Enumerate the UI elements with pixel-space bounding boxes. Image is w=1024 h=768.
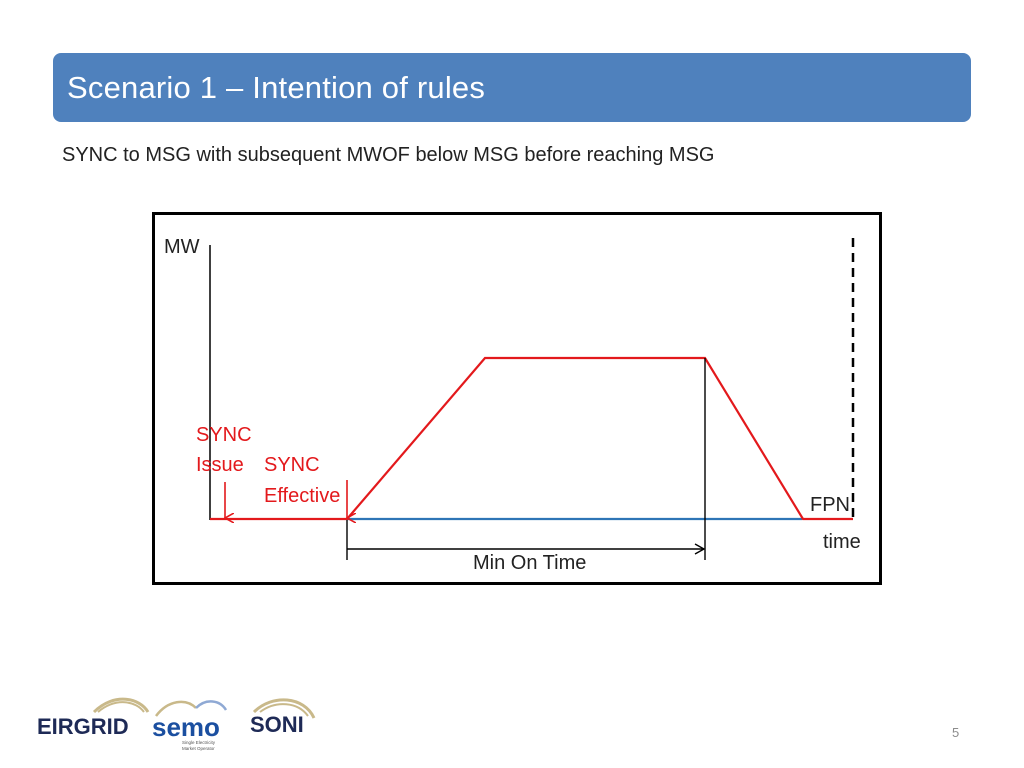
sync-issue-label-line2: Issue [196,454,244,476]
min-on-time-label: Min On Time [473,552,586,574]
semo-wordmark: semo [152,712,220,742]
semo-logo: semo Single Electricity Market Operator [152,700,228,751]
mw-time-diagram: MW SYNC Issue SYNC Effective FPN time Mi… [152,212,882,585]
min-on-time-arrowhead [694,543,706,555]
footer-logos: EIRGRID semo Single Electricity Market O… [36,694,320,754]
soni-wordmark: SONI [250,712,304,737]
slide-number: 5 [952,725,960,740]
slide-title: Scenario 1 – Intention of rules [67,69,486,105]
sync-effective-label-line1: SYNC [264,454,320,476]
diagram-frame [152,212,882,585]
soni-logo: SONI [250,698,316,737]
semo-tagline-line1: Single Electricity [182,740,216,745]
eirgrid-logo: EIRGRID [37,697,150,739]
slide-subtitle: SYNC to MSG with subsequent MWOF below M… [62,144,715,166]
y-axis-label: MW [164,236,200,258]
eirgrid-wordmark: EIRGRID [37,714,129,739]
mw-profile-line [210,356,853,521]
title-bar: Scenario 1 – Intention of rules [53,53,971,122]
semo-tagline-line2: Market Operator [182,746,215,751]
sync-issue-label-line1: SYNC [196,424,252,446]
fpn-label: FPN [810,494,850,516]
sync-effective-label-line2: Effective [264,485,340,507]
x-axis-label: time [823,531,861,553]
